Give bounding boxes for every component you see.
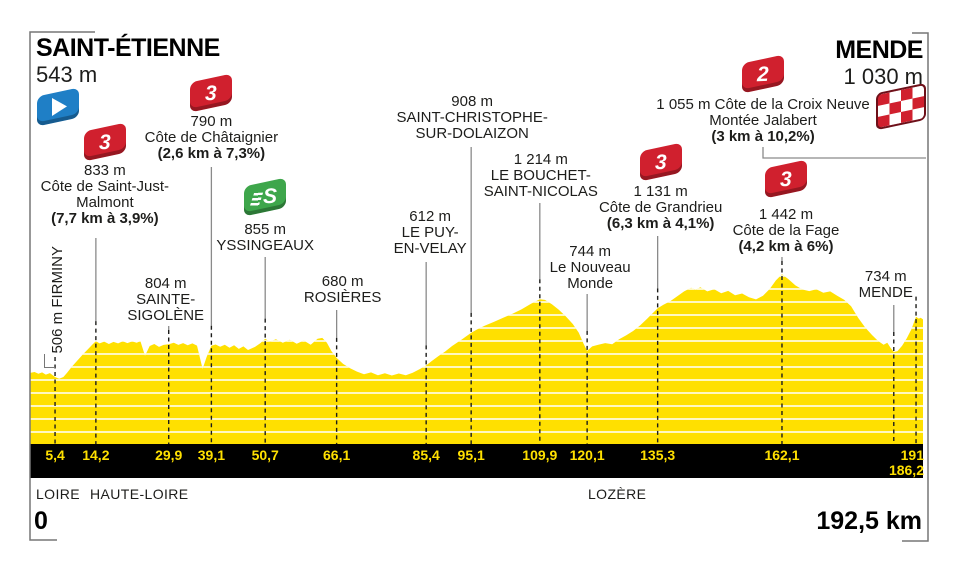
elevation-area <box>30 274 923 446</box>
start-flag-triangle <box>52 97 67 116</box>
poi-gradient: (4,2 km à 6%) <box>738 238 834 255</box>
start-city-name: SAINT-ÉTIENNE <box>36 34 220 62</box>
distance-tick-5-4: 5,4 <box>45 447 65 463</box>
poi-label-le-bouchet-saint-nicolas: 1 214 m LE BOUCHET- SAINT-NICOLAS <box>484 152 598 200</box>
distance-tick-120-1: 120,1 <box>569 447 605 463</box>
poi-name-line: SAINTE- <box>136 291 196 308</box>
poi-name-line: 804 m <box>144 275 187 292</box>
distance-total-label: 192,5 km <box>816 507 922 535</box>
poi-label-le-puy-en-velay: 612 m LE PUY- EN-VELAY <box>394 209 467 257</box>
poi-name-line: 855 m <box>244 221 287 238</box>
poi-label-cote-de-la-fage: 1 442 m Côte de la Fage (4,2 km à 6%) <box>733 207 840 255</box>
distance-tick-191: 191 <box>900 447 924 463</box>
poi-name-line: Malmont <box>76 194 134 211</box>
poi-name-line: ROSIÈRES <box>303 289 382 306</box>
poi-name-line: SAINT-NICOLAS <box>483 183 598 200</box>
poi-label-mende-town: 734 m MENDE <box>859 269 913 301</box>
finish-city-name: MENDE <box>835 36 923 64</box>
poi-name-line: 908 m <box>451 93 493 110</box>
distance-tick-29-9: 29,9 <box>155 447 183 463</box>
poi-name-line: 790 m <box>190 113 233 130</box>
poi-gradient: (7,7 km à 3,9%) <box>51 210 159 227</box>
poi-name-line: Côte de la Fage <box>732 222 840 239</box>
poi-gradient: (2,6 km à 7,3%) <box>157 145 266 162</box>
distance-tick-186-2: 186,2 <box>888 462 924 478</box>
poi-name-line: 1 442 m <box>758 206 814 223</box>
poi-label-le-nouveau-monde: 744 m Le Nouveau Monde <box>550 244 631 292</box>
poi-label-saint-christophe-sur-dolaizon: 908 m SAINT-CHRISTOPHE- SUR-DOLAIZON <box>396 94 547 142</box>
poi-name-line: 1 214 m <box>513 151 568 168</box>
poi-name-line: 734 m <box>864 268 907 285</box>
marker-connector-lines <box>54 147 926 445</box>
frame-brackets <box>29 31 929 542</box>
distance-start-label: 0 <box>34 507 48 535</box>
distance-tick-109-9: 109,9 <box>522 447 558 463</box>
distance-tick-162-1: 162,1 <box>764 447 800 463</box>
poi-name-line: YSSINGEAUX <box>216 237 314 254</box>
poi-name-line: 612 m <box>409 208 451 225</box>
poi-name-line: Côte de Grandrieu <box>598 199 723 216</box>
start-elevation: 543 m <box>36 62 98 87</box>
climb-category-number: 3 <box>205 81 218 105</box>
climb-category-number: 3 <box>780 167 792 191</box>
distance-tick-39-1: 39,1 <box>197 447 225 463</box>
poi-name-line: 1 055 m Côte de la Croix Neuve <box>656 96 870 113</box>
poi-gradient: (6,3 km à 4,1%) <box>606 215 715 232</box>
poi-name-line: 744 m <box>569 243 611 260</box>
poi-label-cote-de-saint-just-malmont: 833 m Côte de Saint-Just- Malmont (7,7 km à… <box>41 163 169 227</box>
climb-category-number: 2 <box>757 62 769 86</box>
poi-gradient: (3 km à 10,2%) <box>711 128 815 145</box>
sprint-speed-lines <box>250 191 264 206</box>
finish-elevation: 1 030 m <box>843 64 924 89</box>
poi-name-line: EN-VELAY <box>393 240 467 257</box>
firminy-elbow-line <box>44 354 55 368</box>
poi-label-cote-de-la-croix-neuve: 1 055 m Côte de la Croix Neuve Montée Jal… <box>656 97 869 145</box>
distance-bar <box>30 444 923 478</box>
poi-name-line: Le Nouveau <box>549 259 631 276</box>
distance-tick-66-1: 66,1 <box>323 447 351 463</box>
sprint-letter: S <box>263 184 278 208</box>
distance-tick-95-1: 95,1 <box>457 447 485 463</box>
poi-label-rosieres: 680 m ROSIÈRES <box>304 274 382 306</box>
poi-name-line: LE PUY- <box>401 224 459 241</box>
poi-name-line: SUR-DOLAIZON <box>415 125 529 142</box>
distance-tick-14-2: 14,2 <box>82 447 110 463</box>
poi-label-cote-de-chataignier: 790 m Côte de Châtaignier (2,6 km à 7,3%) <box>145 114 278 162</box>
poi-name-line: 833 m <box>84 162 126 179</box>
poi-name-line: Côte de Saint-Just- <box>40 178 170 195</box>
department-label-haute-loire: HAUTE-LOIRE <box>90 486 189 502</box>
department-label-loire: LOIRE <box>36 486 81 502</box>
poi-label-sainte-sigolene: 804 m SAINTE- SIGOLÈNE <box>127 276 204 324</box>
poi-name-line: MENDE <box>858 284 913 301</box>
poi-name-line: SAINT-CHRISTOPHE- <box>396 109 548 126</box>
poi-label-firminy: 506 m FIRMINY <box>49 246 66 354</box>
poi-name-line: Montée Jalabert <box>709 112 817 129</box>
distance-tick-50-7: 50,7 <box>251 447 279 463</box>
poi-name-line: 680 m <box>321 273 364 290</box>
climb-category-number: 3 <box>99 130 111 154</box>
finish-title-block: MENDE 1 030 m <box>835 38 923 88</box>
poi-name-line: SIGOLÈNE <box>127 307 205 324</box>
distance-tick-135-3: 135,3 <box>640 447 676 463</box>
start-title-block: SAINT-ÉTIENNE 543 m <box>36 36 220 86</box>
poi-label-yssingeaux: 855 m YSSINGEAUX <box>216 222 314 254</box>
poi-name-line: 1 131 m <box>633 183 688 200</box>
distance-tick-85-4: 85,4 <box>412 447 440 463</box>
poi-name-line: LE BOUCHET- <box>490 167 591 184</box>
department-label-loz-re: LOZÈRE <box>588 486 647 502</box>
climb-category-number: 3 <box>654 150 667 174</box>
poi-name-line: Monde <box>567 275 614 292</box>
poi-label-cote-de-grandrieu: 1 131 m Côte de Grandrieu (6,3 km à 4,1%) <box>599 184 722 232</box>
poi-name-line: Côte de Châtaignier <box>144 129 279 146</box>
